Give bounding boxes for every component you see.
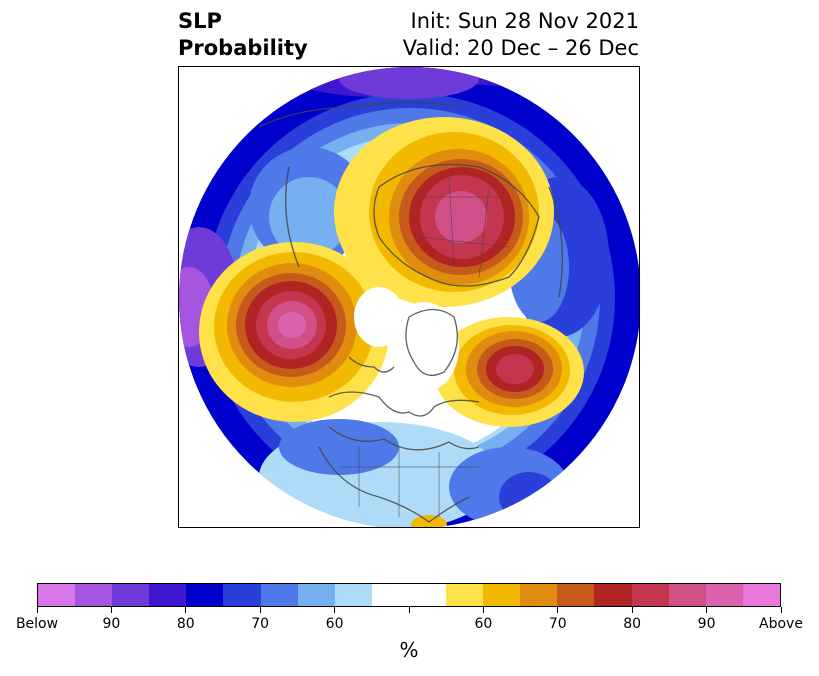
title-right: Init: Sun 28 Nov 2021 Valid: 20 Dec – 26… xyxy=(403,8,639,62)
colorbar-tick-label: 90 xyxy=(697,616,716,632)
colorbar-segment xyxy=(371,584,409,606)
colorbar-segment xyxy=(742,584,780,606)
colorbar-tick-label: Above xyxy=(759,616,803,632)
title-subtitle: Probability xyxy=(178,36,308,60)
colorbar-tick-label: 70 xyxy=(251,616,270,632)
colorbar-tick-label: Below xyxy=(15,616,59,632)
polar-projection-map xyxy=(179,67,639,527)
colorbar-segment xyxy=(75,584,113,606)
colorbar-segment xyxy=(668,584,706,606)
map-panel xyxy=(178,66,640,528)
probability-field xyxy=(179,67,639,527)
colorbar xyxy=(37,583,781,607)
colorbar-tick-label: 60 xyxy=(325,616,344,632)
colorbar-segment xyxy=(334,584,372,606)
colorbar-segment xyxy=(594,584,632,606)
colorbar-tick xyxy=(482,607,484,613)
coastlines xyxy=(258,101,563,523)
colorbar-tick-label: 80 xyxy=(176,616,195,632)
colorbar-tick-label: 60 xyxy=(474,616,493,632)
borders xyxy=(339,176,510,517)
colorbar-tick-label: 80 xyxy=(623,616,642,632)
colorbar-tick xyxy=(706,607,708,613)
colorbar-tick xyxy=(408,607,410,613)
colorbar-tick-label: 90 xyxy=(102,616,121,632)
colorbar-segment xyxy=(223,584,261,606)
colorbar-segment xyxy=(483,584,521,606)
colorbar-tick xyxy=(110,607,112,613)
colorbar-segment xyxy=(149,584,187,606)
colorbar-unit-label: % xyxy=(399,638,419,662)
colorbar-tick xyxy=(36,607,38,613)
colorbar-segment xyxy=(520,584,558,606)
colorbar-segment xyxy=(297,584,335,606)
colorbar-tick xyxy=(334,607,336,613)
colorbar-tick-label: 70 xyxy=(548,616,567,632)
colorbar-segment xyxy=(186,584,224,606)
colorbar-tick xyxy=(557,607,559,613)
colorbar-segment xyxy=(112,584,150,606)
colorbar-tick xyxy=(259,607,261,613)
valid-range: Valid: 20 Dec – 26 Dec xyxy=(402,36,639,60)
colorbar-segment xyxy=(705,584,743,606)
colorbar-segment xyxy=(408,584,447,606)
colorbar-segment xyxy=(260,584,298,606)
init-date: Init: Sun 28 Nov 2021 xyxy=(410,9,639,33)
colorbar-tick xyxy=(631,607,633,613)
colorbar-segment xyxy=(38,584,76,606)
colorbar-tick xyxy=(780,607,782,613)
colorbar-segment xyxy=(446,584,484,606)
colorbar-tick xyxy=(185,607,187,613)
colorbar-segment xyxy=(631,584,669,606)
title-variable: SLP xyxy=(178,9,222,33)
colorbar-segment xyxy=(557,584,595,606)
title-left: SLP Probability xyxy=(178,8,308,62)
